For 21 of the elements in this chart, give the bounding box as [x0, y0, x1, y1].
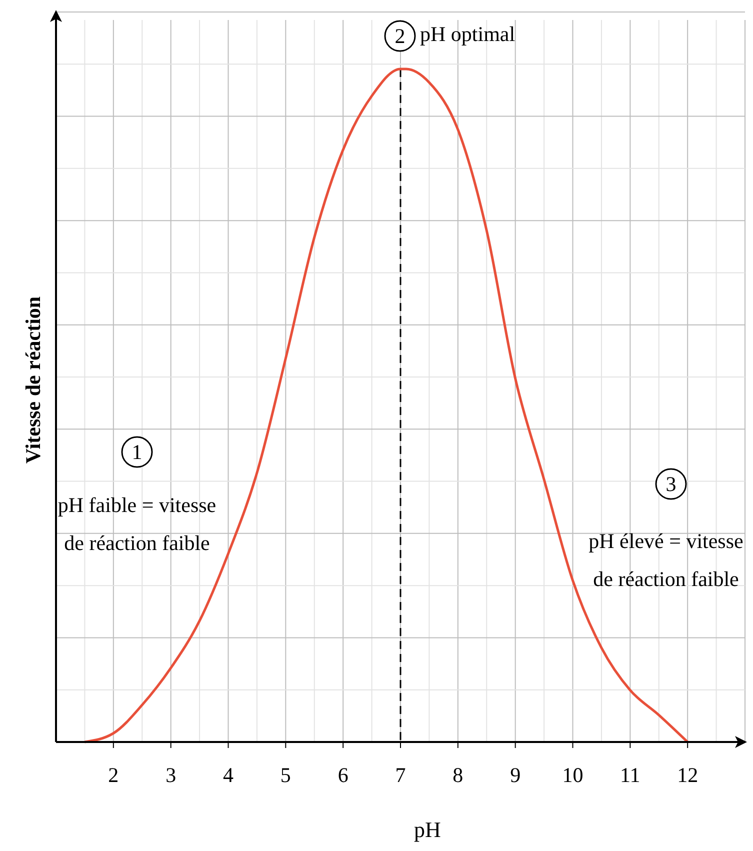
x-tick-label: 5 — [280, 763, 291, 787]
text: pH optimal — [420, 22, 516, 46]
annotation: pH élevé = vitesse de réaction faible — [588, 529, 744, 591]
x-tick-label: 12 — [677, 763, 698, 787]
x-tick-label: 10 — [562, 763, 584, 787]
x-tick-label: 8 — [452, 763, 464, 787]
x-tick-label: 11 — [620, 763, 640, 787]
x-tick-label: 4 — [223, 763, 234, 787]
numbered-circle: 1 — [121, 436, 153, 468]
annotation: pH faible = vitesse de réaction faible — [58, 493, 216, 555]
x-tick-label: 9 — [510, 763, 521, 787]
numbered-circle: 2 — [384, 20, 416, 52]
x-axis-title: pH — [414, 817, 442, 842]
y-axis-title: Vitesse de réaction — [21, 296, 45, 464]
x-tick-label: 3 — [166, 763, 176, 787]
annotation: 3 — [666, 472, 676, 496]
x-tick-label: 2 — [108, 763, 119, 787]
numbered-circle: 3 — [655, 468, 687, 500]
x-tick-label: 6 — [338, 763, 348, 787]
x-tick-label: 7 — [395, 763, 406, 787]
annotation: 1 — [132, 440, 142, 464]
